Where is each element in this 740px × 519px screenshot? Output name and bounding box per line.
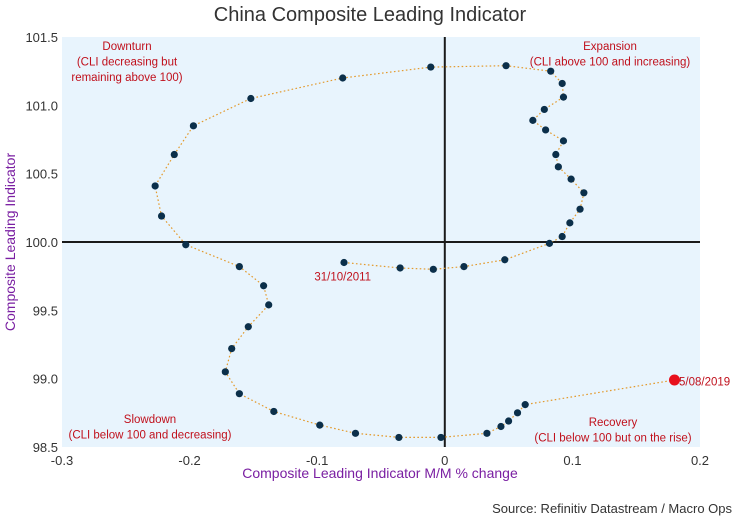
data-point — [567, 175, 575, 183]
x-tick-label: -0.2 — [178, 453, 200, 468]
x-tick-label: -0.3 — [51, 453, 73, 468]
y-tick-label: 99.0 — [33, 372, 58, 387]
x-tick-label: 0.2 — [691, 453, 709, 468]
quadrant-label-line: (CLI decreasing but — [77, 57, 178, 69]
data-point — [576, 205, 584, 213]
y-tick-label: 100.0 — [25, 235, 58, 250]
data-point — [427, 63, 435, 71]
data-point — [497, 422, 505, 431]
data-point — [501, 256, 509, 264]
data-point — [340, 258, 348, 267]
date-annotation: 31/10/2011 — [314, 272, 371, 284]
quadrant-expansion-label: Expansion (CLI above 100 and increasing) — [530, 41, 691, 69]
data-point — [559, 93, 568, 101]
data-point — [395, 433, 403, 442]
data-point — [351, 429, 360, 437]
quadrant-label-line: (CLI below 100 but on the rise) — [534, 433, 691, 445]
y-tick-label: 101.0 — [25, 98, 58, 113]
data-point — [189, 122, 198, 130]
y-tick-label: 98.5 — [33, 440, 58, 455]
data-point — [265, 301, 273, 309]
y-tick-label: 99.5 — [33, 303, 58, 318]
date-annotation: 5/08/2019 — [679, 376, 730, 388]
quadrant-recovery-label: Recovery (CLI below 100 but on the rise) — [534, 417, 691, 445]
cli-data-points — [151, 62, 680, 442]
data-point — [157, 212, 166, 220]
x-tick-label: 0.1 — [563, 453, 581, 468]
data-point — [247, 94, 255, 103]
data-point — [558, 79, 566, 88]
data-point — [554, 163, 562, 171]
y-tick-label: 100.5 — [25, 167, 58, 182]
data-point — [170, 150, 178, 159]
quadrant-label-line: (CLI below 100 and decreasing) — [68, 430, 231, 442]
data-point — [228, 345, 236, 353]
quadrant-label-line: remaining above 100) — [71, 72, 182, 84]
data-point — [316, 421, 324, 429]
data-point — [540, 105, 548, 114]
latest-data-point — [668, 374, 680, 386]
data-point — [460, 263, 468, 271]
data-point — [339, 74, 347, 82]
data-point — [542, 126, 550, 134]
data-point — [483, 429, 491, 437]
date-annotations: 31/10/2011 5/08/2019 — [314, 272, 730, 389]
data-point — [580, 189, 588, 197]
data-point — [221, 368, 229, 376]
data-point — [260, 282, 268, 290]
data-point — [151, 182, 159, 190]
data-point — [244, 323, 252, 331]
quadrant-label-line: Downturn — [102, 41, 151, 53]
data-point — [559, 137, 568, 145]
data-point — [235, 390, 243, 398]
x-axis-ticks: -0.3 -0.2 -0.1 0 0.1 0.2 — [51, 453, 709, 468]
x-tick-label: 0 — [441, 453, 448, 468]
cli-path-line — [154, 65, 675, 438]
data-point — [396, 264, 404, 272]
data-point — [270, 407, 278, 416]
data-point — [566, 219, 574, 227]
data-point — [521, 401, 529, 409]
data-point — [547, 67, 555, 75]
x-tick-label: -0.1 — [306, 453, 328, 468]
quadrant-label-line: (CLI above 100 and increasing) — [530, 57, 691, 69]
data-point — [545, 239, 554, 247]
quadrant-label-line: Slowdown — [124, 414, 176, 426]
x-axis-label: Composite Leading Indicator M/M % change — [242, 465, 518, 481]
data-point — [429, 265, 437, 273]
data-point — [437, 433, 445, 442]
y-tick-label: 101.5 — [25, 30, 58, 45]
data-point — [513, 409, 522, 417]
chart-title: China Composite Leading Indicator — [214, 4, 527, 26]
data-point — [505, 417, 513, 425]
data-point — [235, 263, 243, 271]
quadrant-slowdown-label: Slowdown (CLI below 100 and decreasing) — [68, 414, 231, 442]
y-axis-label: Composite Leading Indicator — [2, 153, 18, 332]
source-note: Source: Refinitiv Datastream / Macro Ops — [492, 501, 732, 516]
data-point — [558, 232, 566, 241]
data-point — [552, 150, 560, 159]
quadrant-downturn-label: Downturn (CLI decreasing but remaining abo… — [71, 41, 182, 84]
data-point — [502, 62, 510, 70]
data-point — [182, 241, 190, 249]
y-axis-ticks: 98.5 99.0 99.5 100.0 100.5 101.0 101.5 — [25, 30, 58, 455]
quadrant-label-line: Expansion — [583, 41, 637, 53]
quadrant-label-line: Recovery — [589, 417, 638, 429]
data-point — [529, 116, 537, 124]
